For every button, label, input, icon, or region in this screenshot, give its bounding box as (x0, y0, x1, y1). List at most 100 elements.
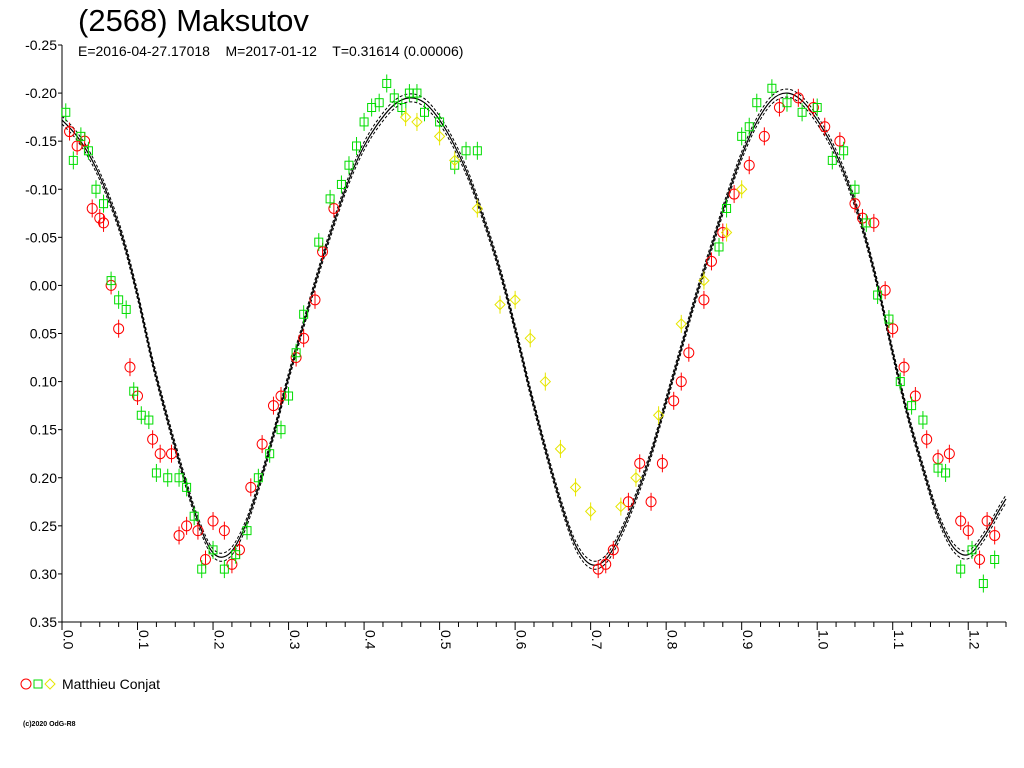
square-marker (291, 348, 301, 358)
diamond-marker (630, 472, 642, 484)
square-marker (419, 107, 429, 117)
chart-subtitle: E=2016-04-27.17018 M=2017-01-12 T=0.3161… (78, 43, 464, 59)
data-points (61, 74, 1001, 593)
data-point (256, 435, 268, 454)
circle-marker (807, 102, 819, 114)
diamond-marker (471, 202, 484, 215)
data-point (773, 98, 785, 117)
data-point (106, 271, 116, 290)
data-point (967, 540, 977, 559)
data-point (668, 391, 680, 410)
data-point (981, 512, 993, 531)
square-marker (91, 184, 101, 194)
data-point (955, 512, 967, 531)
diamond-marker (675, 318, 687, 330)
square-marker (412, 88, 422, 98)
square-marker (967, 545, 977, 555)
data-point (735, 180, 748, 199)
data-point (879, 281, 891, 300)
data-point (895, 372, 905, 391)
data-point (352, 136, 362, 155)
x-tick-label: 0.8 (664, 630, 680, 650)
data-point (166, 444, 178, 463)
y-tick-label: 0.05 (30, 326, 57, 342)
data-point (218, 521, 230, 540)
data-point (812, 98, 822, 117)
square-marker (359, 117, 369, 127)
square-marker (284, 391, 294, 401)
data-point (630, 468, 642, 487)
circle-marker (207, 515, 219, 527)
data-point (325, 189, 335, 208)
data-point (978, 574, 988, 593)
data-point (61, 103, 71, 122)
square-marker (744, 122, 754, 132)
y-tick-label: 0.10 (30, 374, 57, 390)
circle-marker (245, 481, 257, 493)
circle-marker (834, 135, 846, 147)
square-marker (884, 314, 894, 324)
data-point (374, 93, 384, 112)
data-point (208, 540, 218, 559)
x-tick-label: 1.0 (815, 630, 831, 650)
square-marker (68, 155, 78, 165)
data-point (962, 521, 974, 540)
data-point (276, 420, 286, 439)
data-point (86, 199, 98, 218)
data-point (471, 199, 484, 218)
x-tick-label: 0.6 (513, 630, 529, 650)
x-tick-label: 0.0 (60, 630, 76, 650)
data-point (584, 502, 597, 521)
square-marker (114, 295, 124, 305)
diamond-marker (494, 298, 506, 311)
data-point (873, 286, 883, 305)
x-ticks: 0.0 0.1 0.2 0.3 0.4 0.5 0.6 0.7 0.8 0.9 1.0 1.1 1.2 (60, 622, 1007, 650)
data-point (189, 507, 199, 526)
data-point (907, 396, 917, 415)
y-tick-label: -0.10 (25, 181, 57, 197)
legend-markers (20, 678, 56, 690)
data-point (136, 406, 146, 425)
data-point (675, 314, 687, 333)
data-point (675, 372, 687, 391)
x-tick-label: 0.5 (438, 630, 454, 650)
square-marker (129, 386, 139, 396)
x-tick-label: 1.2 (967, 630, 983, 650)
square-marker (265, 449, 275, 459)
diamond-marker (554, 443, 567, 455)
data-point (705, 252, 717, 271)
data-point (744, 117, 754, 136)
square-marker (374, 98, 384, 108)
circle-marker (166, 448, 178, 460)
square-marker (61, 107, 71, 117)
y-tick-label: 0.20 (30, 470, 57, 486)
square-marker (382, 78, 392, 88)
y-tick-label: 0.00 (30, 277, 57, 293)
circle-marker (698, 294, 710, 306)
data-point (554, 439, 567, 458)
fit-curve-line (61, 92, 1007, 566)
x-tick-label: 0.2 (211, 630, 227, 650)
y-tick-label: 0.30 (30, 566, 57, 582)
square-marker (435, 117, 445, 127)
square-marker (767, 83, 777, 93)
y-tick-label: 0.25 (30, 518, 57, 534)
circle-marker (921, 433, 933, 445)
diamond-marker (524, 332, 536, 345)
data-point (656, 454, 668, 473)
y-tick-label: 0.35 (30, 614, 57, 630)
data-point (83, 141, 93, 160)
circle-marker (64, 126, 76, 138)
square-marker (151, 468, 161, 478)
circle-marker (705, 255, 717, 267)
diamond-marker (509, 294, 521, 306)
square-marker (907, 401, 917, 411)
y-tick-label: -0.20 (25, 85, 57, 101)
square-marker (83, 146, 93, 156)
circle-marker (154, 448, 166, 460)
square-marker (472, 146, 482, 156)
circle-marker (792, 92, 804, 104)
square-marker (850, 184, 860, 194)
data-point (722, 199, 732, 218)
